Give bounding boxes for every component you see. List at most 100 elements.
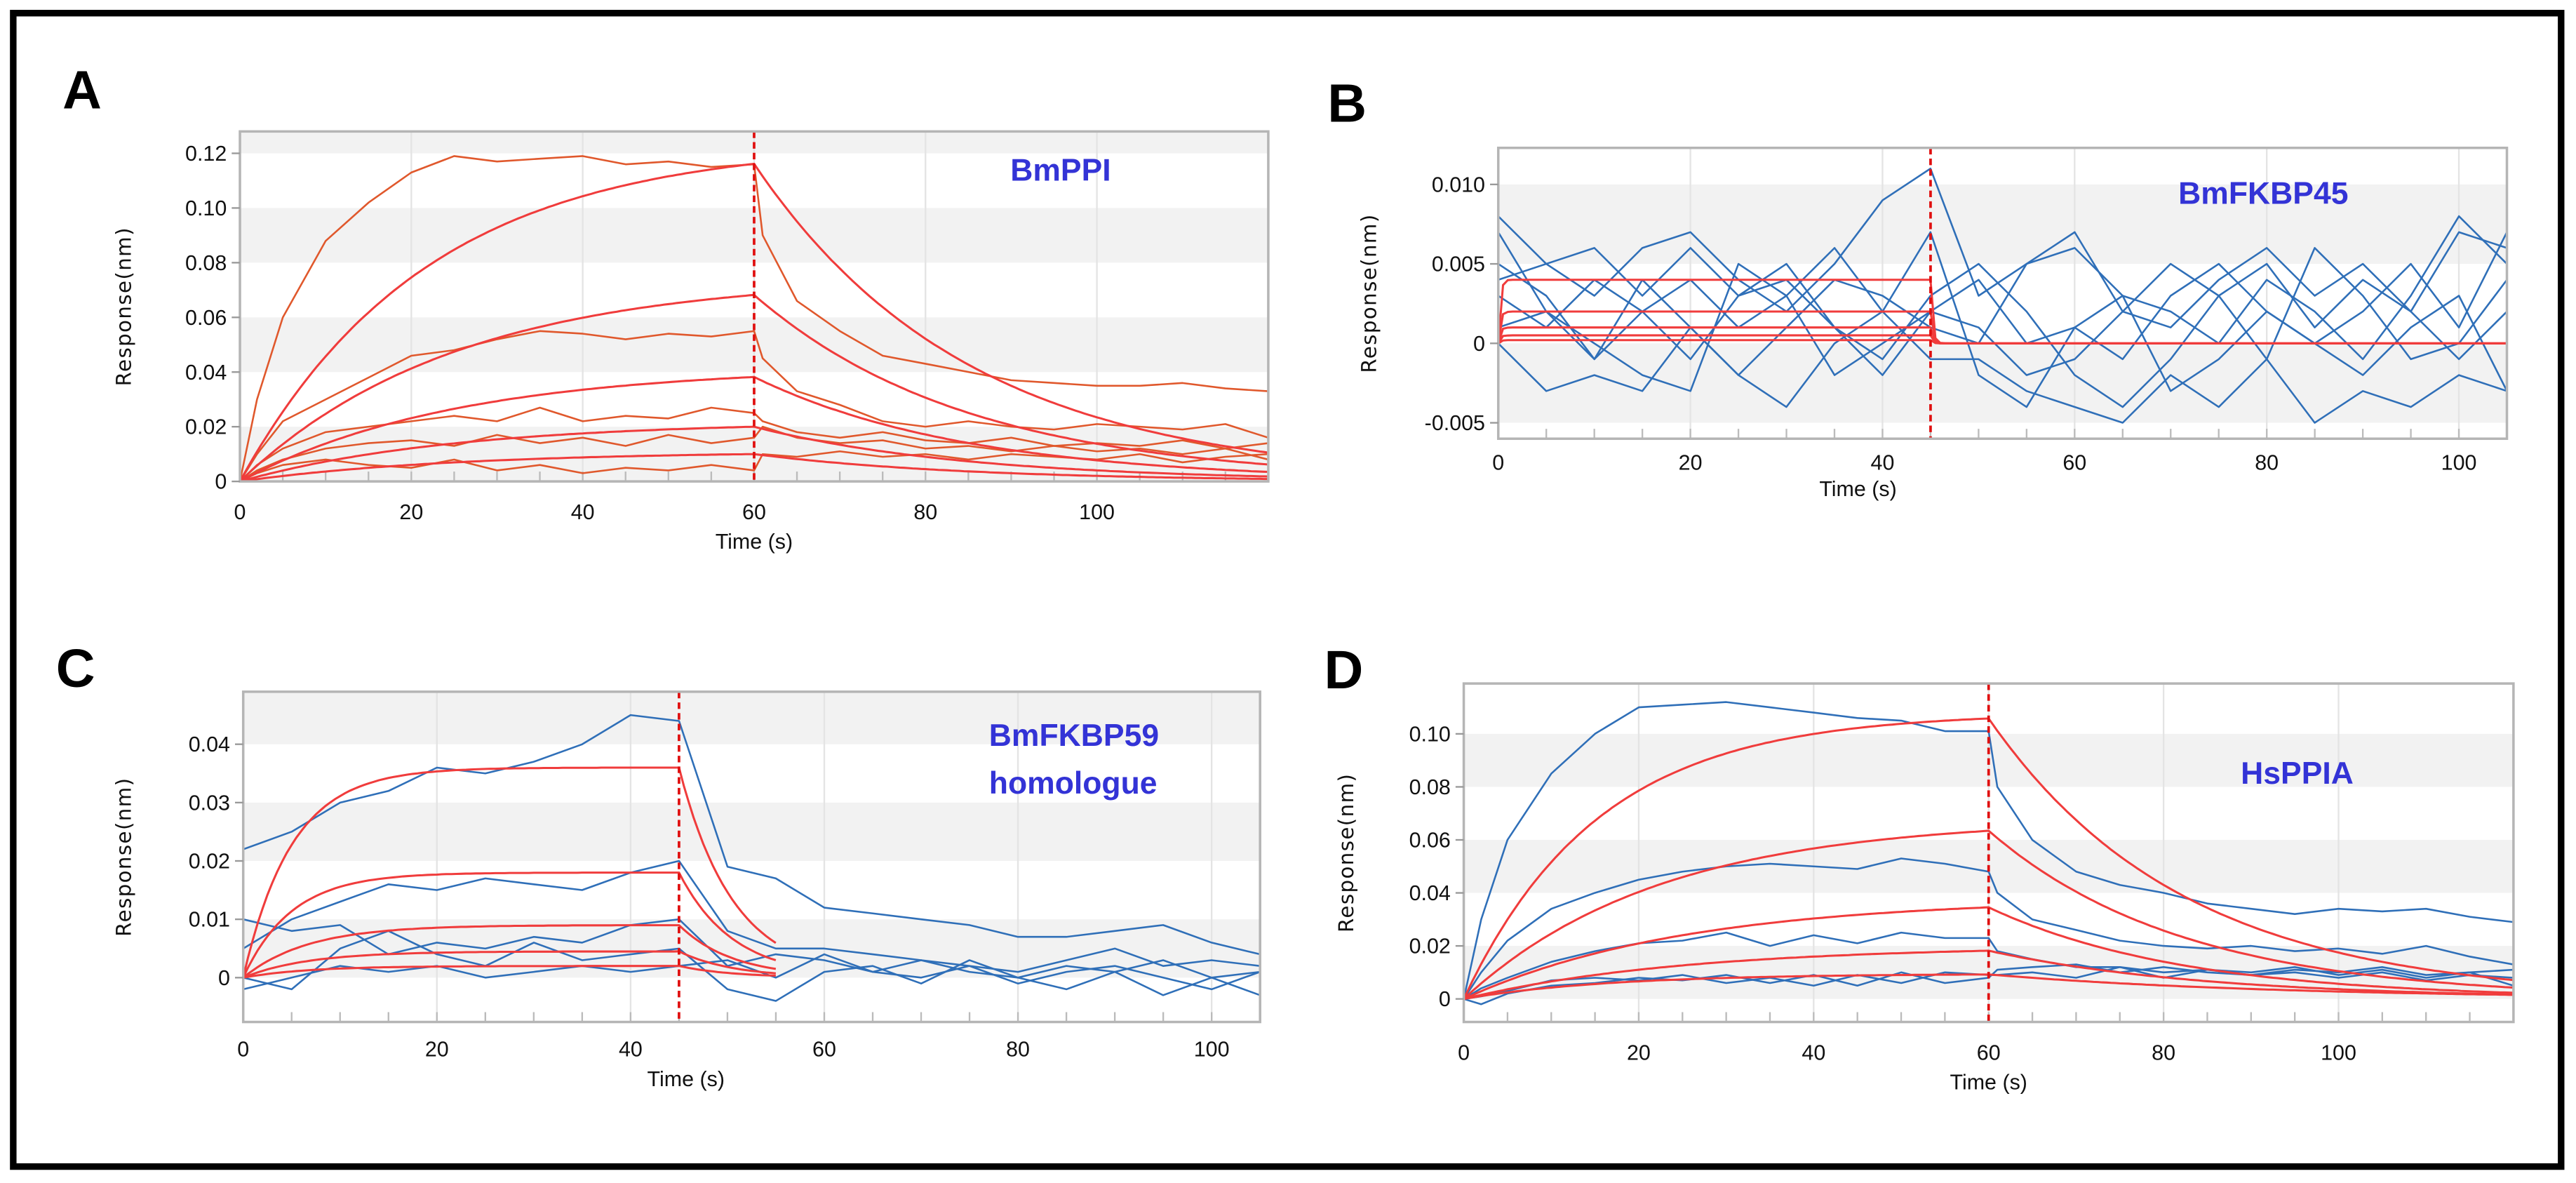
data-traces — [243, 714, 1261, 1002]
y-tick-label: 0 — [1439, 987, 1451, 1011]
x-tick-label: 40 — [571, 500, 595, 524]
fit-curve-3 — [240, 375, 1268, 482]
y-axis-title: Response(nm) — [112, 777, 136, 937]
plot-frame — [239, 130, 1270, 483]
x-axis-title: Time (s) — [1950, 1071, 2027, 1095]
y-axis-title: Response(nm) — [1334, 773, 1358, 933]
x-tick-label: 80 — [1006, 1038, 1030, 1062]
y-tick-label: 0.06 — [1409, 829, 1451, 853]
fit-curve-1 — [243, 766, 777, 978]
y-tick-label: 0.01 — [189, 908, 230, 932]
fit-curves — [1498, 279, 2507, 345]
y-tick-label: 0 — [1473, 332, 1485, 356]
grid-band — [1498, 343, 2507, 423]
x-axis-title: Time (s) — [648, 1067, 725, 1091]
panel-letter: B — [1327, 73, 1367, 133]
fit-curves — [243, 766, 777, 979]
panel-d: 0 0.02 0.04 0.06 0.08 0.10 0 20 40 60 80 100 Time (s… — [1324, 640, 2515, 1095]
panel-letter: C — [56, 639, 95, 699]
x-tick-label: 100 — [1079, 500, 1115, 524]
figure-border — [10, 10, 2565, 1170]
y-tick-label: 0.02 — [189, 850, 230, 874]
x-tick-label: 0 — [1492, 451, 1504, 475]
x-tick-label: 80 — [2255, 451, 2279, 475]
x-tick-label: 20 — [399, 500, 423, 524]
data-trace-2 — [240, 330, 1268, 482]
y-axis-title: Response(nm) — [112, 227, 136, 386]
data-trace-4 — [1498, 310, 2507, 424]
x-axis-title: Time (s) — [716, 530, 793, 554]
x-tick-label: 40 — [619, 1038, 643, 1062]
data-trace-6 — [1498, 247, 2507, 376]
fit-curve-5 — [243, 965, 776, 979]
y-tick-label: 0.04 — [185, 361, 227, 385]
data-trace-2 — [243, 860, 1261, 973]
x-tick-label: 20 — [1627, 1041, 1651, 1064]
panel-letter: A — [62, 60, 102, 121]
panel-letter: D — [1324, 640, 1364, 700]
x-tick-label: 80 — [2152, 1041, 2175, 1064]
panel-a: 0 0.02 0.04 0.06 0.08 0.10 0.12 0 20 40 60 80 100 Tim… — [62, 60, 1270, 554]
x-tick-label: 0 — [1458, 1041, 1470, 1064]
y-tick-label: 0.06 — [185, 306, 227, 330]
x-tick-label: 0 — [237, 1038, 249, 1062]
fit-curve-4 — [240, 425, 1268, 482]
grid-band — [243, 802, 1261, 862]
panel-title: BmFKBP45 — [2178, 176, 2348, 210]
panel-title: BmFKBP59 — [989, 719, 1159, 753]
y-tick-label: 0.03 — [189, 791, 230, 815]
y-tick-label: 0.08 — [185, 251, 227, 275]
data-trace-1 — [243, 714, 1261, 956]
panel-title: BmPPI — [1010, 154, 1111, 188]
y-tick-label: 0.02 — [1409, 935, 1451, 958]
panels: 0 0.02 0.04 0.06 0.08 0.10 0.12 0 20 40 60 80 100 Tim… — [56, 60, 2515, 1095]
data-trace-4 — [243, 930, 1261, 1002]
y-tick-label: 0.04 — [1409, 881, 1451, 905]
panel-b: -0.005 0 0.005 0.010 0 20 40 60 80 100 Time (s) Res… — [1327, 73, 2509, 501]
fit-curve-3 — [1463, 906, 2514, 1001]
data-trace-4 — [240, 425, 1268, 482]
panel-title: homologue — [989, 766, 1158, 801]
y-tick-label: 0 — [218, 966, 230, 990]
x-axis-title: Time (s) — [1819, 477, 1896, 501]
data-trace-2 — [1498, 231, 2507, 408]
data-trace-1 — [1498, 167, 2507, 328]
x-tick-label: 100 — [2321, 1041, 2356, 1064]
x-tick-label: 20 — [1679, 451, 1703, 475]
x-tick-label: 100 — [2441, 451, 2477, 475]
data-trace-7 — [1498, 232, 2507, 392]
x-tick-label: 60 — [742, 500, 766, 524]
x-tick-label: 60 — [812, 1038, 836, 1062]
x-tick-label: 0 — [234, 500, 246, 524]
y-tick-label: -0.005 — [1425, 411, 1485, 435]
y-tick-label: 0.005 — [1432, 253, 1485, 276]
x-tick-label: 80 — [913, 500, 937, 524]
fit-curve-2 — [243, 871, 777, 978]
y-tick-label: 0.10 — [1409, 722, 1451, 746]
x-tick-label: 60 — [2062, 451, 2086, 475]
plot-frame — [1462, 682, 2515, 1024]
x-tick-label: 100 — [1194, 1038, 1230, 1062]
y-tick-label: 0.10 — [185, 196, 227, 220]
plot-frame — [241, 690, 1261, 1024]
data-trace-5 — [243, 953, 1261, 991]
plot-background — [1498, 147, 2507, 439]
y-tick-label: 0 — [215, 470, 227, 494]
x-tick-label: 40 — [1871, 451, 1895, 475]
y-tick-label: 0.010 — [1432, 173, 1485, 196]
grid-band — [243, 691, 1261, 744]
fit-curve-2 — [1463, 829, 2514, 1000]
grid-band — [1498, 184, 2507, 265]
panel-title: HsPPIA — [2241, 756, 2354, 791]
panel-c: 0 0.01 0.02 0.03 0.04 0 20 40 60 80 100 Time (s) Res… — [56, 639, 1261, 1091]
y-tick-label: 0.02 — [185, 415, 227, 439]
x-tick-label: 60 — [1977, 1041, 2001, 1064]
y-tick-label: 0.12 — [185, 142, 227, 166]
data-traces — [1498, 167, 2507, 424]
y-tick-label: 0.04 — [189, 733, 230, 756]
y-axis-title: Response(nm) — [1357, 213, 1381, 373]
plot-frame — [1496, 146, 2509, 440]
y-tick-label: 0.08 — [1409, 775, 1451, 799]
x-tick-label: 40 — [1802, 1041, 1825, 1064]
